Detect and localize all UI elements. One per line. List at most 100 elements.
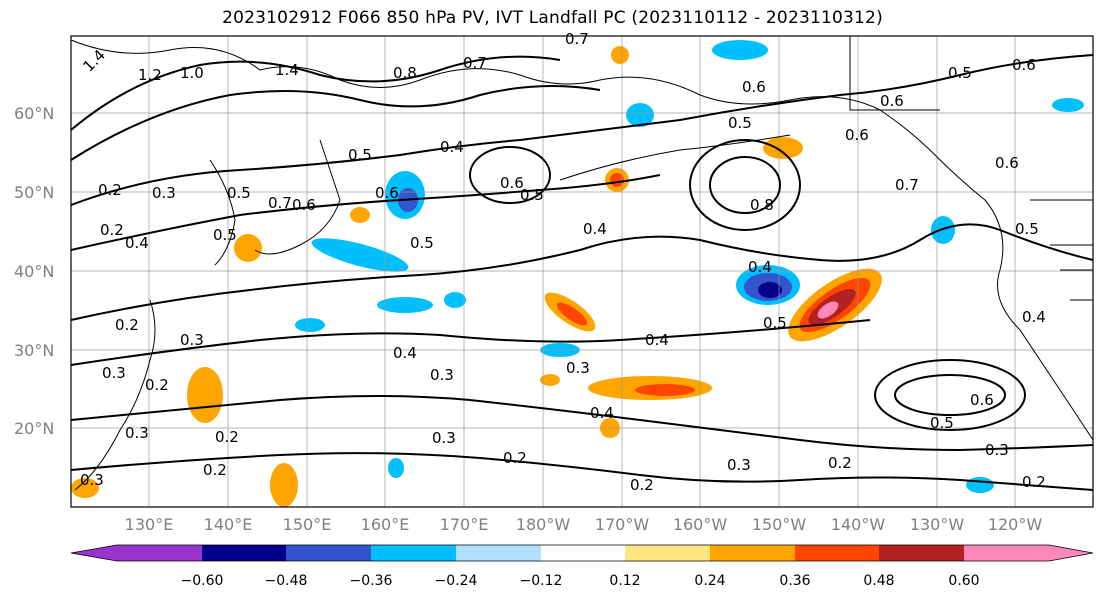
- contour-label: 0.3: [180, 331, 204, 349]
- contour-label: 0.2: [503, 449, 527, 467]
- contour-label: 0.7: [565, 30, 589, 48]
- contour-label: 0.4: [125, 234, 149, 252]
- colorbar-tick: 0.24: [694, 573, 725, 589]
- contour-label: 0.3: [80, 471, 104, 489]
- contour-label: 0.5: [213, 226, 237, 244]
- pc-negative-region: [712, 40, 768, 60]
- colorbar-tick: 0.12: [609, 573, 640, 589]
- colorbar: −0.60 −0.48 −0.36 −0.24 −0.12 0.12 0.24 …: [70, 544, 1094, 589]
- contour-label-group: 1.4 1.2 1.0 1.4 0.8 0.7 0.7 0.6 0.5 0.5 …: [79, 30, 1045, 494]
- contour-label: 0.5: [410, 234, 434, 252]
- colorbar-outline: [70, 544, 1094, 562]
- colorbar-segment: [625, 545, 710, 561]
- contour-label: 0.6: [742, 78, 766, 96]
- colorbar-tick: −0.36: [350, 573, 393, 589]
- pc-positive-region: [540, 374, 560, 386]
- contour-label: 0.5: [227, 184, 251, 202]
- contour-label: 0.3: [125, 424, 149, 442]
- colorbar-segment: [456, 545, 541, 561]
- lon-label: 150°E: [283, 515, 332, 534]
- colorbar-tick: −0.48: [265, 573, 308, 589]
- lon-label: 120°W: [988, 515, 1043, 534]
- colorbar-tick: −0.12: [520, 573, 563, 589]
- contour-label: 0.4: [645, 331, 669, 349]
- pc-positive-region: [611, 46, 629, 64]
- lon-label: 160°W: [673, 515, 728, 534]
- pc-negative-region: [966, 477, 994, 493]
- lon-label: 170°W: [595, 515, 650, 534]
- contour-label: 0.3: [727, 456, 751, 474]
- colorbar-tick: 0.60: [948, 573, 979, 589]
- contour-label: 0.2: [828, 454, 852, 472]
- colorbar-tick: 0.36: [779, 573, 810, 589]
- contour-label: 0.6: [880, 92, 904, 110]
- contour-label: 0.3: [566, 359, 590, 377]
- pc-negative-region: [388, 458, 404, 478]
- contour-label: 0.8: [750, 196, 774, 214]
- contour-label: 0.8: [393, 64, 417, 82]
- colorbar-tick: 0.48: [863, 573, 894, 589]
- contour-label: 0.2: [115, 316, 139, 334]
- lat-label: 60°N: [14, 104, 54, 123]
- colorbar-low-extend: [71, 545, 117, 561]
- contour-label: 0.4: [748, 258, 772, 276]
- latitude-labels: 60°N 50°N 40°N 30°N 20°N: [14, 104, 54, 438]
- contour-label: 0.6: [1012, 56, 1036, 74]
- lat-label: 50°N: [14, 183, 54, 202]
- lat-label: 20°N: [14, 419, 54, 438]
- contour-label: 0.3: [432, 429, 456, 447]
- lon-label: 140°E: [204, 515, 253, 534]
- colorbar-segment: [710, 545, 795, 561]
- lat-label: 30°N: [14, 341, 54, 360]
- contour-label: 0.5: [1015, 220, 1039, 238]
- contour-label: 0.2: [630, 476, 654, 494]
- pc-positive-region: [71, 478, 99, 498]
- contour-label: 0.5: [948, 64, 972, 82]
- contour-label: 0.3: [152, 184, 176, 202]
- lon-label: 130°E: [125, 515, 174, 534]
- pc-negative-region: [444, 292, 466, 308]
- pc-positive-region: [187, 367, 223, 423]
- colorbar-segment: [964, 545, 1049, 561]
- pc-positive-region: [763, 137, 803, 159]
- contour-label: 0.4: [590, 404, 614, 422]
- pc-positive-region: [635, 384, 695, 396]
- contour-label: 0.6: [845, 126, 869, 144]
- pv-contours: [70, 54, 1094, 491]
- map-title: 2023102912 F066 850 hPa PV, IVT Landfall…: [222, 8, 883, 28]
- contour-label: 0.3: [102, 364, 126, 382]
- contour-label: 0.2: [215, 428, 239, 446]
- colorbar-tick: −0.24: [435, 573, 478, 589]
- colorbar-segment: [371, 545, 456, 561]
- map-frame: [70, 35, 1094, 508]
- contour-label: 0.5: [348, 146, 372, 164]
- colorbar-segment: [795, 545, 879, 561]
- contour-label: 0.7: [895, 176, 919, 194]
- pc-negative-region: [931, 216, 955, 244]
- pc-negative-region: [311, 238, 409, 272]
- contour-label: 0.3: [985, 441, 1009, 459]
- contour-label: 0.6: [292, 196, 316, 214]
- contour-label: 1.4: [275, 61, 299, 79]
- lat-label: 40°N: [14, 262, 54, 281]
- pc-negative-region: [758, 282, 782, 298]
- pc-negative-region: [295, 318, 325, 332]
- pc-negative-region: [1052, 98, 1084, 112]
- colorbar-tick: −0.60: [181, 573, 224, 589]
- contour-label: 0.7: [463, 54, 487, 72]
- lon-label: 130°W: [910, 515, 965, 534]
- contour-label: 0.2: [98, 181, 122, 199]
- pc-positive-region: [350, 207, 370, 223]
- contour-label: 0.7: [268, 194, 292, 212]
- contour-label: 1.0: [180, 64, 204, 82]
- lon-label: 180°W: [516, 515, 571, 534]
- contour-label: 0.5: [763, 314, 787, 332]
- lon-label: 160°E: [361, 515, 410, 534]
- pc-positive-region: [556, 302, 588, 326]
- contour-label: 0.6: [375, 184, 399, 202]
- pc-negative-region: [377, 297, 433, 313]
- contour-label: 0.5: [520, 186, 544, 204]
- colorbar-segment: [286, 545, 371, 561]
- contour-label: 0.2: [145, 376, 169, 394]
- pc-positive-region: [234, 234, 262, 262]
